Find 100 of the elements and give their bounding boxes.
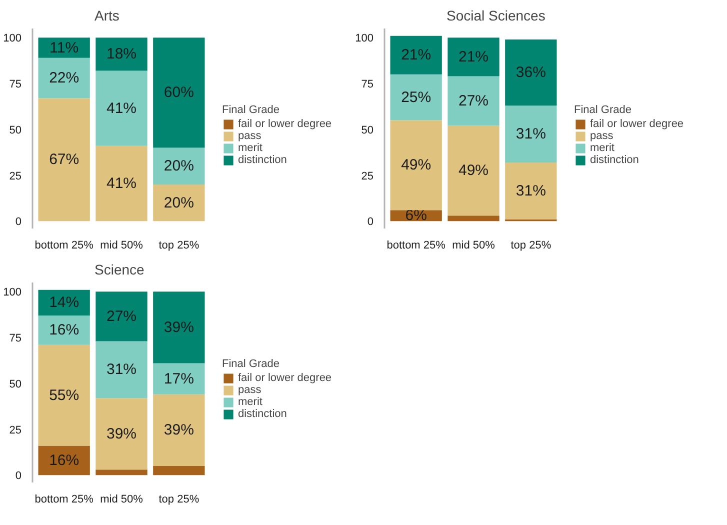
- bar: [38, 316, 90, 345]
- data-label: 14%: [49, 294, 80, 312]
- bar: [96, 398, 148, 470]
- y-tick-label: 0: [15, 470, 22, 482]
- bar: [153, 148, 205, 184]
- data-label: 67%: [49, 151, 80, 168]
- legend-label: merit: [238, 396, 262, 408]
- bar: [96, 70, 148, 146]
- x-tick-label: mid 50%: [100, 240, 144, 252]
- legend-label: pass: [238, 130, 262, 142]
- data-label: 41%: [106, 100, 137, 117]
- bar: [390, 74, 442, 120]
- x-tick-label: bottom 25%: [34, 240, 94, 252]
- bar: [448, 38, 500, 76]
- y-tick-label: 25: [9, 170, 22, 182]
- y-tick-label: 25: [361, 170, 374, 182]
- x-tick-label: top 25%: [510, 240, 552, 252]
- y-tick-label: 25: [9, 424, 22, 436]
- data-label: 39%: [164, 318, 194, 336]
- data-label: 16%: [49, 322, 80, 339]
- data-label: 36%: [516, 64, 546, 82]
- data-label: 49%: [401, 156, 432, 174]
- bar: [153, 184, 205, 222]
- data-label: 39%: [106, 425, 137, 442]
- legend-label: distinction: [238, 154, 287, 166]
- x-tick-label: mid 50%: [452, 240, 496, 252]
- bar: [96, 146, 148, 222]
- bar: [448, 76, 500, 126]
- data-label: 49%: [458, 162, 489, 180]
- bar: [153, 292, 205, 364]
- y-tick-label: 0: [367, 216, 374, 228]
- bar: [505, 106, 557, 162]
- legend-title: Final Grade: [222, 358, 280, 370]
- legend-label: pass: [238, 384, 262, 396]
- x-tick-label: bottom 25%: [34, 494, 94, 506]
- data-label: 20%: [164, 194, 194, 212]
- y-tick-label: 100: [355, 32, 374, 45]
- legend-label: merit: [238, 142, 262, 154]
- bar: [96, 38, 148, 71]
- data-label: 39%: [164, 422, 194, 439]
- legend-label: merit: [590, 142, 614, 154]
- bar: [38, 446, 90, 476]
- y-tick-label: 50: [361, 124, 374, 136]
- data-label: 60%: [164, 84, 194, 102]
- bar: [96, 470, 148, 476]
- data-label: 55%: [49, 386, 80, 404]
- y-tick-label: 75: [361, 78, 374, 91]
- bar: [153, 466, 205, 476]
- data-label: 22%: [49, 70, 80, 87]
- data-label: 27%: [458, 92, 489, 110]
- legend-title: Final Grade: [222, 104, 280, 116]
- y-tick-label: 50: [9, 124, 22, 136]
- bar: [390, 120, 442, 210]
- bar: [153, 38, 205, 148]
- bar: [448, 126, 500, 216]
- bar: [38, 290, 90, 316]
- bar: [96, 341, 148, 398]
- data-label: 6%: [405, 207, 427, 224]
- bar: [505, 40, 557, 106]
- data-label: 31%: [516, 182, 546, 200]
- chart-title: Arts: [94, 8, 120, 24]
- legend-label: fail or lower degree: [238, 118, 332, 130]
- data-label: 18%: [106, 46, 137, 63]
- data-label: 41%: [106, 175, 137, 192]
- bar: [38, 58, 90, 98]
- data-label: 31%: [516, 126, 546, 143]
- bar: [38, 38, 90, 58]
- data-label: 21%: [401, 46, 432, 64]
- data-label: 21%: [458, 48, 489, 66]
- y-tick-label: 75: [9, 332, 22, 345]
- data-label: 31%: [106, 361, 137, 378]
- bar: [505, 162, 557, 220]
- legend-label: distinction: [590, 154, 639, 166]
- bar: [390, 36, 442, 74]
- legend-label: distinction: [238, 408, 287, 420]
- data-label: 27%: [106, 308, 137, 325]
- data-label: 16%: [49, 452, 80, 469]
- chart-title: Social Sciences: [446, 8, 546, 24]
- bar: [153, 363, 205, 394]
- data-label: 17%: [164, 370, 194, 388]
- bar: [153, 394, 205, 466]
- y-tick-label: 0: [15, 216, 22, 228]
- y-tick-label: 75: [9, 78, 22, 91]
- data-label: 25%: [401, 88, 432, 106]
- bar: [448, 216, 500, 222]
- legend-label: fail or lower degree: [590, 118, 684, 130]
- x-tick-label: mid 50%: [100, 494, 144, 506]
- y-tick-label: 100: [3, 286, 22, 299]
- bar: [38, 98, 90, 222]
- data-label: 11%: [50, 39, 79, 56]
- legend-label: pass: [590, 130, 614, 142]
- x-tick-label: bottom 25%: [386, 240, 446, 252]
- bar: [38, 344, 90, 446]
- x-tick-label: top 25%: [158, 240, 200, 252]
- y-tick-label: 100: [3, 32, 22, 45]
- chart-title: Science: [94, 262, 145, 278]
- x-tick-label: top 25%: [158, 494, 200, 506]
- y-tick-label: 50: [9, 378, 22, 390]
- data-label: 20%: [164, 158, 194, 175]
- legend-label: fail or lower degree: [238, 372, 332, 384]
